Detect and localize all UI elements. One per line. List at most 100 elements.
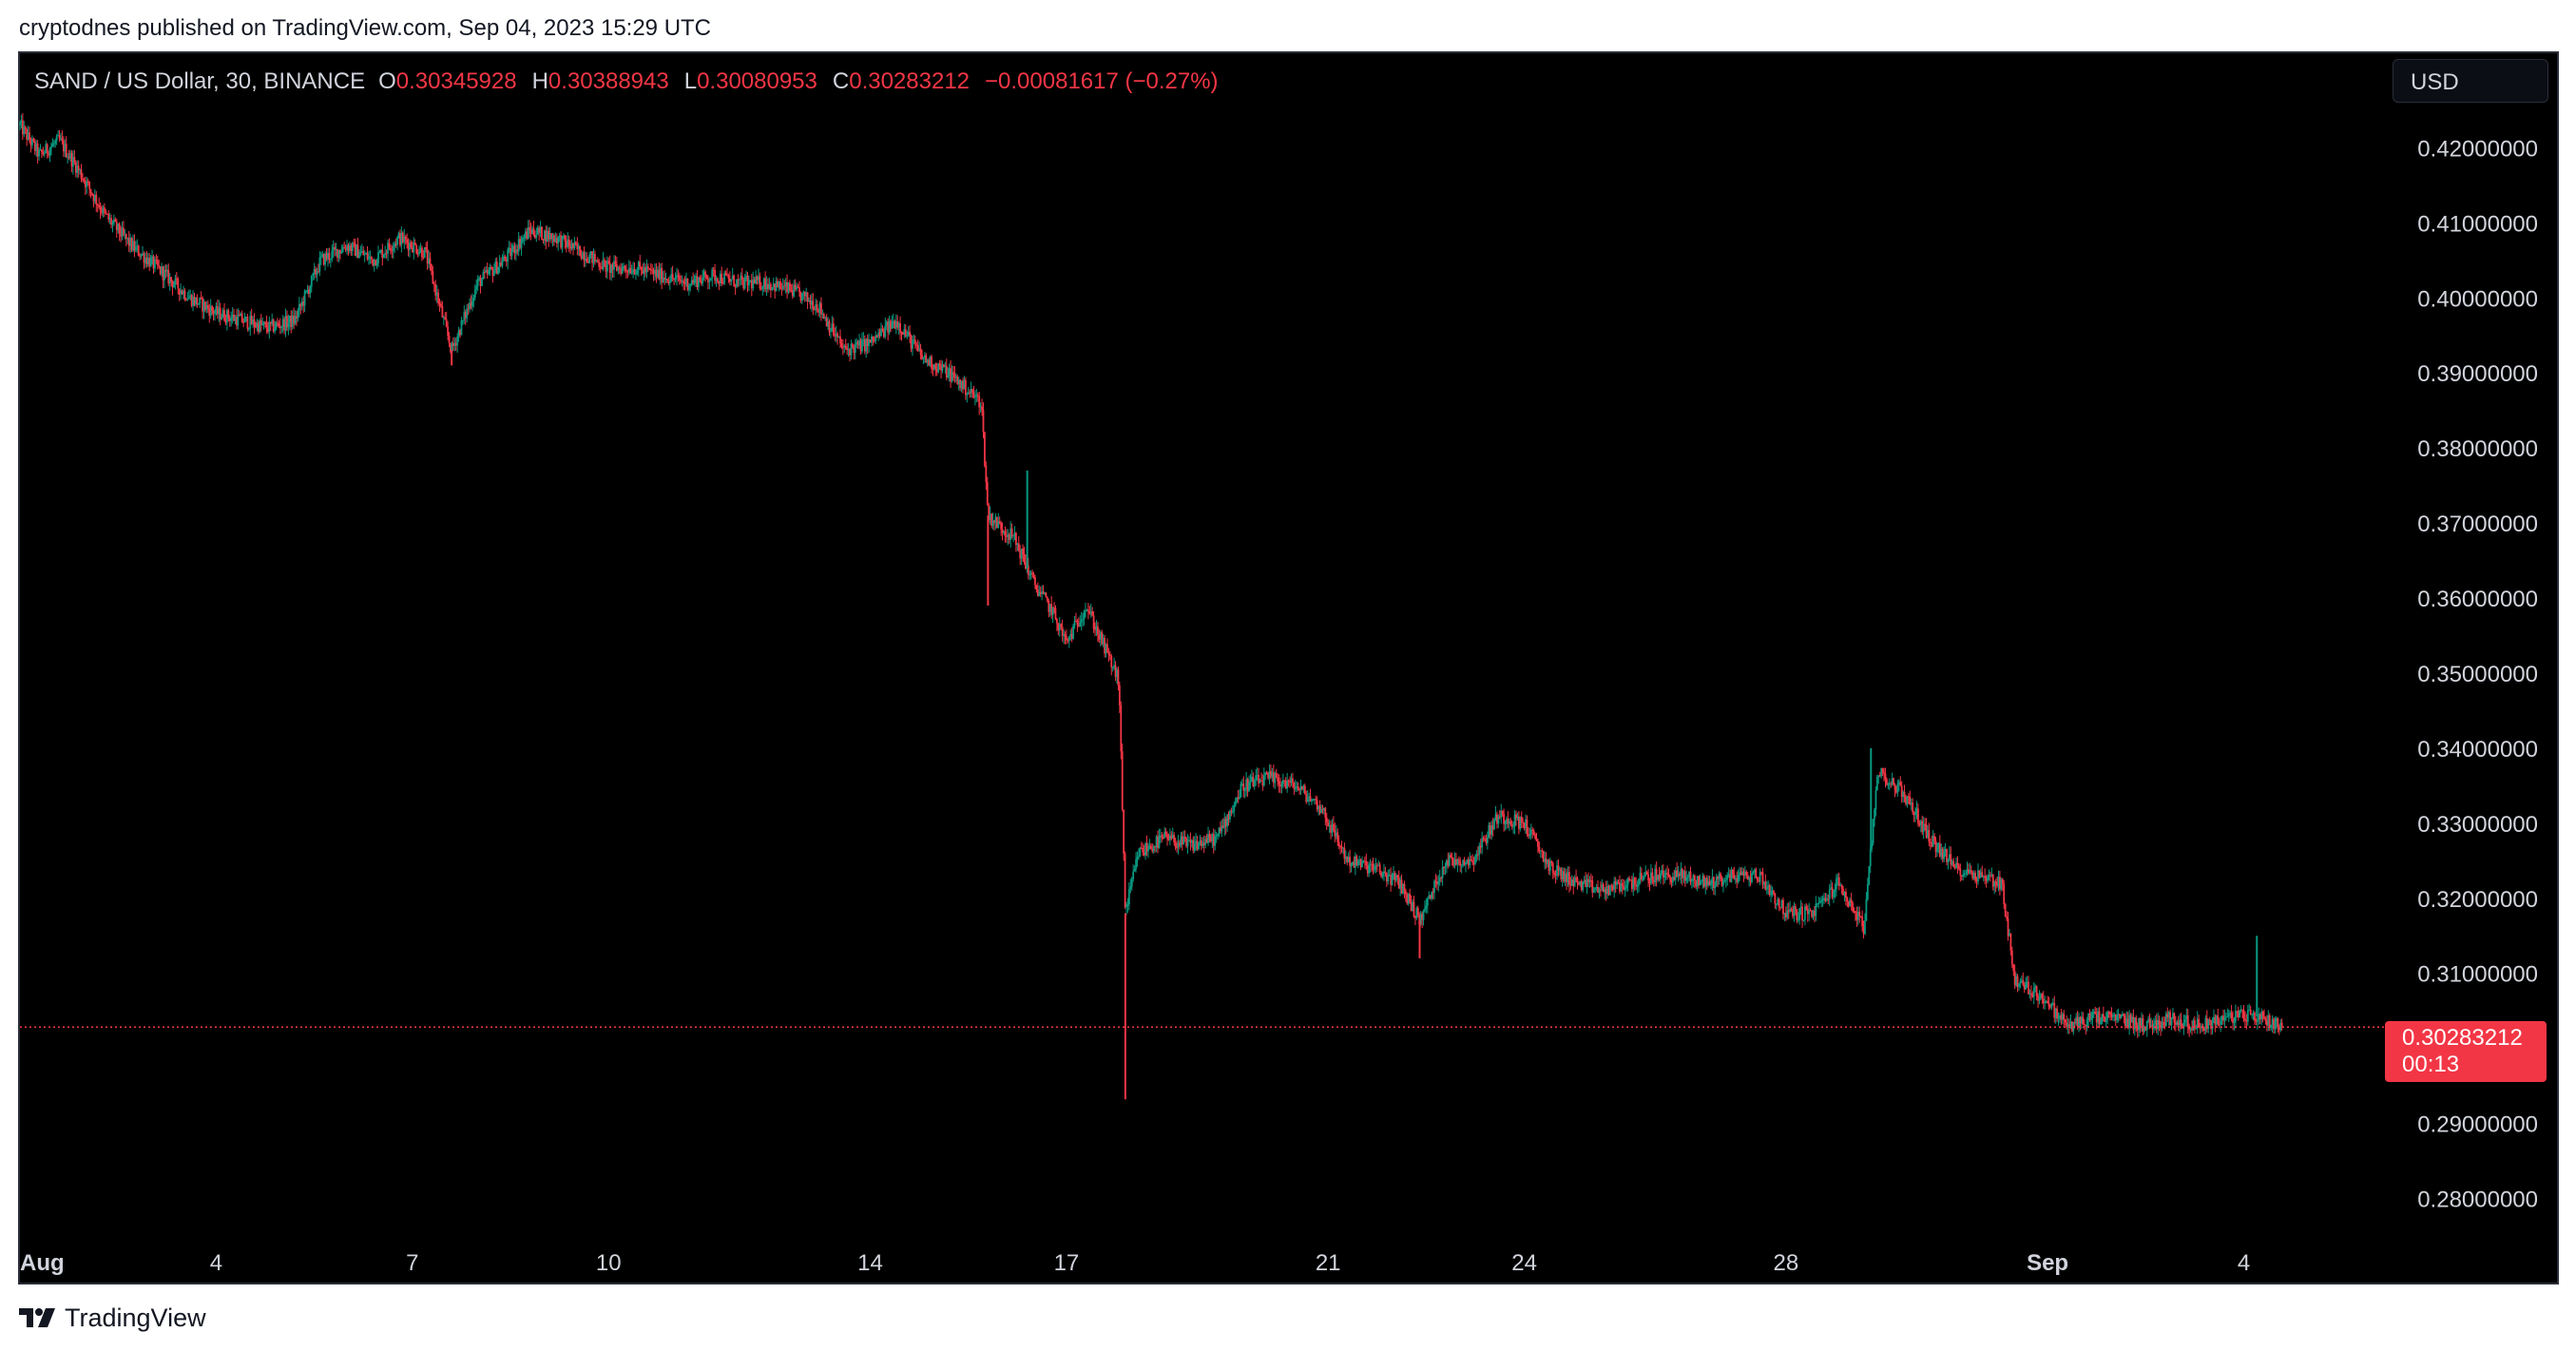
candle-body: [1604, 889, 1606, 893]
candle-body: [1204, 839, 1207, 845]
candle-body: [1990, 874, 1993, 877]
candle-body: [768, 283, 771, 289]
candle-body: [337, 250, 340, 259]
candle-body: [1036, 589, 1039, 596]
candle-body: [1721, 880, 1724, 886]
candle-body: [2067, 1024, 2069, 1028]
candle-body: [418, 251, 420, 255]
candle-body: [1686, 877, 1689, 879]
candle-body: [557, 237, 560, 243]
candle-body: [1768, 885, 1771, 896]
candle-body: [1952, 860, 1955, 867]
candle-body: [775, 280, 778, 292]
candle-body: [1779, 907, 1782, 909]
candle-body: [1402, 883, 1404, 894]
candle-body: [871, 336, 873, 343]
candle-body: [294, 316, 297, 324]
candle-body: [637, 261, 640, 271]
candle-body: [89, 188, 92, 194]
candle-body: [151, 256, 153, 259]
candle-body: [878, 332, 881, 337]
candle-body: [1335, 832, 1337, 837]
symbol-title[interactable]: SAND / US Dollar, 30, BINANCE: [34, 68, 366, 94]
candle-body: [1290, 778, 1293, 782]
candle-body: [1802, 919, 1805, 921]
candle-body: [1281, 780, 1284, 784]
candle-body: [237, 315, 240, 326]
candle-body: [2245, 1020, 2248, 1022]
candle-body: [748, 280, 750, 286]
candle-body: [529, 229, 532, 234]
candle-body: [1434, 880, 1437, 882]
candle-body: [325, 253, 328, 260]
candle-body: [1720, 873, 1721, 878]
candle-body: [1987, 876, 1989, 881]
candle-body: [663, 278, 665, 280]
candle-body: [204, 301, 206, 310]
candle-body: [274, 328, 276, 332]
candle-body: [2015, 975, 2018, 986]
x-tick-label: 21: [1316, 1250, 1341, 1276]
candle-body: [2034, 986, 2037, 989]
candle-body: [1248, 782, 1250, 792]
candle-body: [1883, 772, 1885, 774]
candle-body: [1625, 884, 1628, 888]
candle-body: [19, 123, 21, 126]
candle-body: [1034, 577, 1036, 586]
candle-body: [2037, 995, 2039, 1001]
candle-body: [690, 280, 693, 285]
candle-body: [985, 465, 988, 483]
tradingview-brand[interactable]: TradingView: [19, 1301, 206, 1335]
candle-body: [343, 247, 346, 249]
candle-body: [2068, 1024, 2070, 1027]
candle-body: [1589, 879, 1592, 881]
candle-body: [1789, 908, 1792, 912]
candle-body: [2258, 1014, 2260, 1020]
chart-panel[interactable]: [18, 51, 2559, 1284]
candle-body: [227, 310, 230, 319]
low-value: 0.30080953: [697, 68, 817, 94]
candle-body: [1472, 861, 1475, 864]
candle-body: [1702, 876, 1705, 887]
candle-body: [20, 120, 23, 124]
candle-body: [1005, 535, 1008, 537]
candle-body: [1092, 615, 1095, 629]
candle-body: [1016, 543, 1019, 546]
candle-body: [1866, 884, 1869, 899]
candle-body: [1185, 838, 1187, 847]
candle-body: [1435, 881, 1438, 885]
candle-body: [2160, 1024, 2162, 1029]
candle-body: [1655, 868, 1658, 880]
candle-body: [595, 260, 598, 261]
candle-body: [2132, 1016, 2135, 1030]
currency-button[interactable]: USD: [2393, 59, 2548, 103]
candle-body: [1387, 875, 1390, 882]
candle-body: [1624, 887, 1626, 890]
candle-body: [1426, 898, 1429, 906]
candle-body: [1927, 830, 1929, 838]
candle-body: [322, 254, 325, 265]
candle-body: [313, 269, 316, 274]
candle-body: [2199, 1027, 2201, 1029]
candle-body: [478, 278, 480, 280]
candle-body: [772, 283, 775, 288]
candle-body: [1399, 879, 1402, 889]
candle-body: [932, 368, 934, 370]
candle-body: [1943, 852, 1946, 859]
candle-body: [2083, 1024, 2086, 1026]
candle-body: [479, 278, 482, 286]
candle-body: [1782, 899, 1784, 915]
candle-body: [2273, 1018, 2275, 1030]
candle-body: [2075, 1016, 2078, 1024]
candle-body: [1853, 911, 1855, 913]
candle-body: [2276, 1018, 2278, 1022]
candle-body: [2102, 1014, 2105, 1018]
candle-body: [1909, 796, 1912, 805]
candle-body: [1007, 534, 1009, 537]
candle-body: [517, 239, 520, 252]
candle-body: [1182, 837, 1185, 845]
candle-body: [21, 120, 24, 135]
candle-body: [1513, 814, 1516, 827]
candle-body: [1921, 821, 1924, 833]
